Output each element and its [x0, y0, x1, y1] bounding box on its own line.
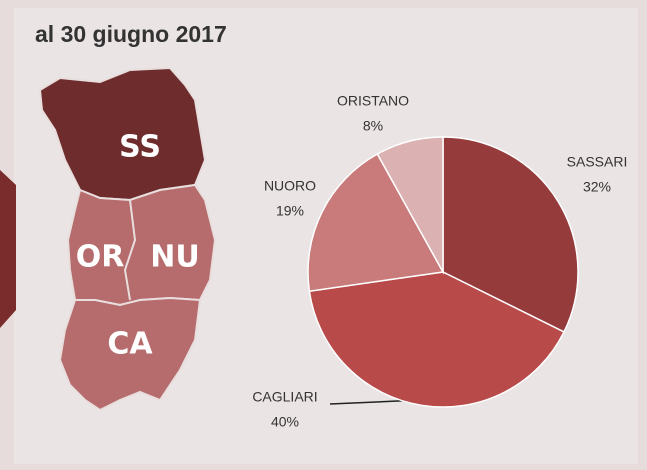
pie-slice: [308, 271, 565, 408]
title: al 30 giugno 2017: [35, 21, 227, 47]
slice-value: 32%: [583, 179, 611, 195]
map-label: SS: [119, 130, 161, 165]
slice-label: SASSARI: [567, 154, 628, 170]
pie-slice: [307, 153, 445, 293]
region-border: [123, 199, 137, 301]
slice-label: CAGLIARI: [252, 389, 317, 405]
slice-value: 19%: [276, 203, 304, 219]
slice-label: NUORO: [264, 178, 316, 194]
map-label: OR: [76, 240, 125, 275]
slice-value: 40%: [271, 414, 299, 430]
map-label: NU: [150, 240, 199, 275]
slice-label: ORISTANO: [337, 93, 409, 109]
map: SS OR NU CA: [38, 66, 217, 412]
side-decoration: [0, 170, 16, 328]
slice-value: 8%: [363, 118, 383, 134]
pie-slice: [442, 136, 579, 333]
pie-slice: [376, 136, 444, 275]
region-ca: [58, 296, 202, 412]
region-ss: [38, 66, 207, 202]
map-label: CA: [107, 327, 153, 362]
